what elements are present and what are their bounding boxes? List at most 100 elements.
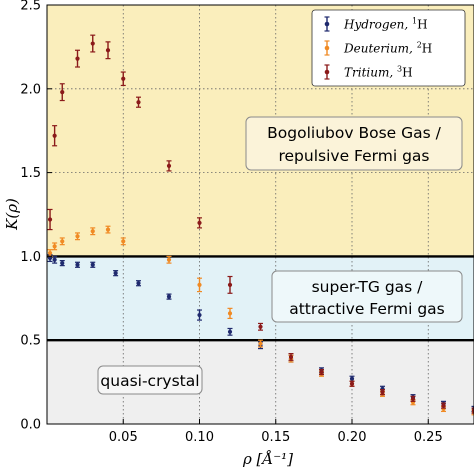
marker	[113, 271, 118, 276]
data-point	[59, 259, 65, 267]
y-tick-label: 2.5	[20, 0, 41, 14]
marker	[166, 163, 172, 168]
legend-label: Hydrogen, 1H	[343, 17, 428, 32]
data-point	[52, 242, 58, 251]
region-label-super-tg: super-TG gas / attractive Fermi gas	[271, 270, 463, 323]
x-tick-label: 0.05	[109, 430, 138, 445]
legend-item-0: Hydrogen, 1H	[324, 16, 428, 32]
legend-label: Tritium, 3H	[344, 65, 413, 80]
legend-marker	[324, 45, 330, 51]
marker	[60, 261, 65, 266]
marker	[227, 282, 233, 287]
region-text-super-tg-1: super-TG gas /	[312, 278, 424, 296]
region-label-bogoliubov: Bogoliubov Bose Gas / repulsive Fermi ga…	[245, 116, 463, 171]
data-point	[120, 71, 126, 87]
marker	[105, 227, 111, 232]
data-point	[288, 353, 294, 361]
legend-marker	[324, 21, 330, 27]
data-point	[197, 277, 202, 293]
marker	[288, 354, 294, 360]
marker	[52, 244, 57, 249]
marker	[441, 403, 446, 408]
marker	[166, 257, 172, 262]
marker	[349, 376, 355, 381]
x-tick-label: 0.15	[261, 430, 290, 445]
data-point	[47, 208, 53, 231]
marker	[197, 220, 202, 225]
region-box-quasi-crystal	[97, 365, 203, 395]
data-point	[471, 407, 474, 414]
data-point	[227, 275, 233, 294]
plot-frame	[46, 4, 474, 425]
legend: Hydrogen, 1H Deuterium, 2H Tritium, 3H	[311, 9, 466, 87]
data-point	[59, 83, 65, 102]
data-point	[75, 232, 80, 241]
legend-item-1: Deuterium, 2H	[324, 40, 432, 56]
marker	[75, 56, 80, 61]
marker	[319, 369, 324, 375]
region-box-super-tg	[271, 270, 463, 323]
legend-items: Hydrogen, 1H Deuterium, 2H Tritium, 3H	[324, 16, 432, 80]
marker	[410, 396, 416, 401]
data-point	[197, 217, 202, 229]
marker	[136, 281, 141, 286]
marker	[166, 294, 172, 299]
data-point	[258, 322, 263, 331]
region-text-bogoliubov-2: repulsive Fermi gas	[278, 147, 429, 165]
data-points	[47, 34, 474, 416]
marker	[227, 311, 233, 316]
marker	[105, 48, 111, 53]
data-point	[380, 389, 385, 396]
data-point	[59, 237, 65, 246]
marker	[90, 41, 95, 46]
y-tick-label: 0.5	[20, 334, 41, 349]
data-point	[105, 41, 111, 60]
y-axis-ticks: 0.0 0.5 1.0 1.5 2.0 2.5	[20, 0, 52, 433]
data-point	[258, 339, 263, 348]
series-2	[47, 34, 474, 414]
marker	[258, 324, 263, 329]
data-point	[75, 49, 80, 68]
marker	[349, 381, 355, 386]
marker	[227, 329, 233, 334]
data-point	[52, 255, 58, 264]
legend-label: Deuterium, 2H	[343, 41, 432, 56]
data-point	[75, 261, 80, 268]
marker	[121, 76, 126, 81]
data-point	[227, 327, 233, 336]
x-axis-label: ρ [Å⁻¹]	[242, 450, 293, 468]
marker	[136, 100, 141, 105]
data-point	[113, 270, 119, 277]
y-tick-label: 2.0	[20, 82, 41, 97]
x-axis-ticks: 0.05 0.10 0.15 0.20 0.25	[109, 419, 443, 445]
marker	[47, 250, 53, 256]
data-point	[90, 227, 96, 236]
y-tick-label: 0.0	[20, 418, 41, 433]
region-label-quasi-crystal: quasi-crystal	[97, 365, 203, 395]
y-tick-label: 1.0	[20, 250, 41, 265]
data-point	[52, 125, 58, 147]
legend-item-2: Tritium, 3H	[324, 64, 413, 80]
marker	[90, 262, 95, 267]
marker	[197, 312, 202, 318]
data-point	[90, 261, 96, 268]
y-axis-label: K(ρ)	[3, 198, 21, 231]
marker	[60, 90, 65, 95]
data-point	[197, 309, 202, 321]
legend-marker	[324, 69, 330, 75]
data-point	[410, 395, 416, 402]
x-tick-label: 0.25	[414, 430, 443, 445]
region-text-bogoliubov-1: Bogoliubov Bose Gas /	[267, 124, 441, 142]
marker	[90, 229, 95, 234]
region-text-quasi-crystal: quasi-crystal	[100, 372, 199, 390]
data-point	[349, 380, 355, 387]
marker	[52, 257, 57, 262]
x-tick-label: 0.10	[185, 430, 214, 445]
data-point	[441, 402, 446, 409]
marker	[60, 239, 65, 244]
data-point	[227, 307, 233, 320]
x-tick-label: 0.20	[338, 430, 367, 445]
marker	[471, 408, 474, 413]
data-point	[120, 237, 126, 246]
